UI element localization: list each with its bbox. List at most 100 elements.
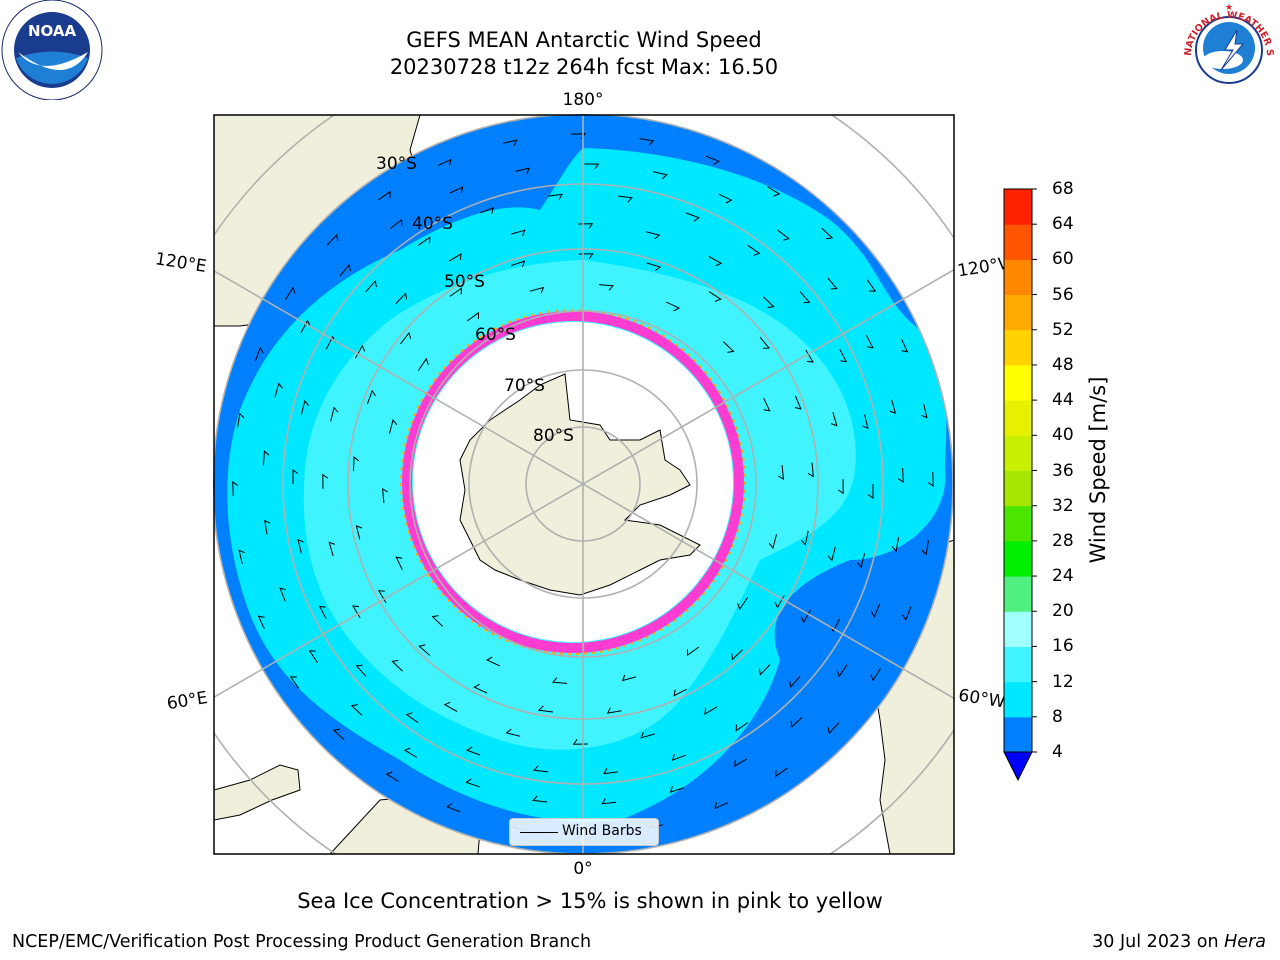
wind-barb: [673, 688, 687, 697]
wind-barb: [431, 615, 443, 627]
wind-barb: [382, 487, 388, 503]
colorbar-segment: [1004, 576, 1032, 612]
wind-barb: [759, 336, 771, 349]
wind-barb: [330, 406, 339, 422]
lat-label-30s: 30°S: [376, 154, 417, 174]
wind-barbs: [232, 133, 934, 835]
wind-barb: [322, 473, 328, 489]
colorbar-segment: [1004, 611, 1032, 647]
legend-label: Wind Barbs: [562, 823, 642, 839]
wind-barb: [789, 675, 801, 688]
wind-barb: [289, 676, 300, 689]
wind-barb: [866, 279, 877, 292]
colorbar-segment: [1004, 505, 1032, 542]
wind-barb: [449, 287, 462, 297]
wind-barb: [865, 335, 874, 349]
wind-barb: [366, 389, 376, 405]
wind-barb: [714, 802, 729, 810]
wind-barb: [448, 253, 462, 262]
wind-barb: [264, 519, 271, 535]
wind-barb: [237, 412, 245, 428]
footer-date: 30 Jul 2023 on Hera: [1092, 932, 1266, 952]
wind-barb: [466, 746, 481, 756]
wind-barb: [928, 471, 934, 487]
wind-barb: [767, 186, 781, 197]
footer-machine: Hera: [1224, 932, 1266, 952]
wind-barb: [723, 341, 735, 353]
wind-barb: [735, 722, 748, 732]
wind-barb: [737, 597, 749, 611]
colorbar-tick-label: 60: [1052, 249, 1074, 270]
wind-barb: [652, 171, 668, 180]
wind-barb: [300, 319, 311, 334]
colorbar-segment: [1004, 435, 1032, 471]
wind-barb: [350, 704, 363, 716]
colorbar-frame: [1003, 188, 1033, 753]
wind-barb: [308, 650, 318, 663]
wind-barb: [898, 467, 904, 483]
wind-barb: [532, 795, 548, 803]
wind-barb: [839, 348, 848, 363]
wind-barb: [355, 664, 367, 677]
wind-barb: [902, 606, 912, 621]
colorbar-title: Wind Speed [m/s]: [1086, 376, 1110, 564]
wind-barb: [669, 786, 685, 793]
colorbar: [1003, 189, 1033, 782]
colorbar-tick-label: 52: [1052, 319, 1074, 340]
wind-barb: [758, 664, 771, 676]
wind-barb: [731, 649, 743, 661]
colorbar-tick-label: 68: [1052, 179, 1074, 199]
wind-barb: [443, 701, 458, 712]
wind-barb: [529, 286, 545, 294]
colorbar-tick-label: 40: [1052, 425, 1074, 446]
wind-barb: [395, 292, 408, 304]
wind-barb: [437, 158, 452, 166]
colorbar-tick-label: 64: [1052, 214, 1074, 235]
wind-barb: [502, 139, 518, 146]
wind-barb: [671, 754, 686, 761]
wind-barb: [646, 262, 662, 271]
wind-barb: [617, 195, 633, 203]
svg-text:★: ★: [1225, 3, 1233, 13]
wind-barb: [533, 765, 549, 773]
colorbar-segment: [1004, 646, 1032, 683]
wind-barb: [705, 155, 720, 165]
latitude-labels: 30°S 40°S 50°S 60°S 70°S 80°S: [376, 154, 574, 446]
wind-barb: [665, 301, 681, 312]
colorbar-tick-label: 4: [1052, 742, 1063, 762]
wind-barb: [395, 556, 403, 571]
wind-barb: [328, 541, 336, 556]
wind-barb: [763, 296, 775, 309]
lon-label-60w: 60°W: [957, 686, 1007, 713]
wind-barb: [857, 553, 866, 569]
colorbar-segment: [1004, 224, 1032, 260]
wind-barb: [901, 338, 909, 353]
wind-barb: [687, 646, 700, 657]
wind-barb: [389, 419, 398, 434]
wind-barb: [734, 758, 748, 768]
lat-label-60s: 60°S: [475, 325, 516, 345]
wind-barb: [300, 399, 309, 415]
colorbar-tick-label: 28: [1052, 530, 1074, 551]
wind-barb: [862, 414, 869, 430]
wind-barb: [889, 399, 897, 415]
lat-label-80s: 80°S: [533, 426, 574, 446]
wind-barb: [838, 479, 844, 495]
colorbar-ticks: [1032, 188, 1037, 753]
wind-barb: [385, 771, 399, 782]
wind-barb: [827, 722, 840, 735]
wind-barb: [891, 537, 900, 552]
colorbar-tick-label: 20: [1052, 601, 1074, 622]
wind-barb: [238, 549, 245, 565]
lat-label-50s: 50°S: [444, 272, 485, 292]
wind-barb: [645, 231, 661, 240]
colorbar-segment: [1004, 681, 1032, 718]
wind-barb: [515, 167, 531, 174]
wind-barb: [718, 193, 733, 204]
wind-barb: [473, 683, 488, 694]
wind-barb: [921, 540, 929, 556]
wind-barb: [511, 229, 526, 237]
wind-barb: [418, 644, 431, 656]
svg-text:NOAA: NOAA: [28, 22, 77, 40]
